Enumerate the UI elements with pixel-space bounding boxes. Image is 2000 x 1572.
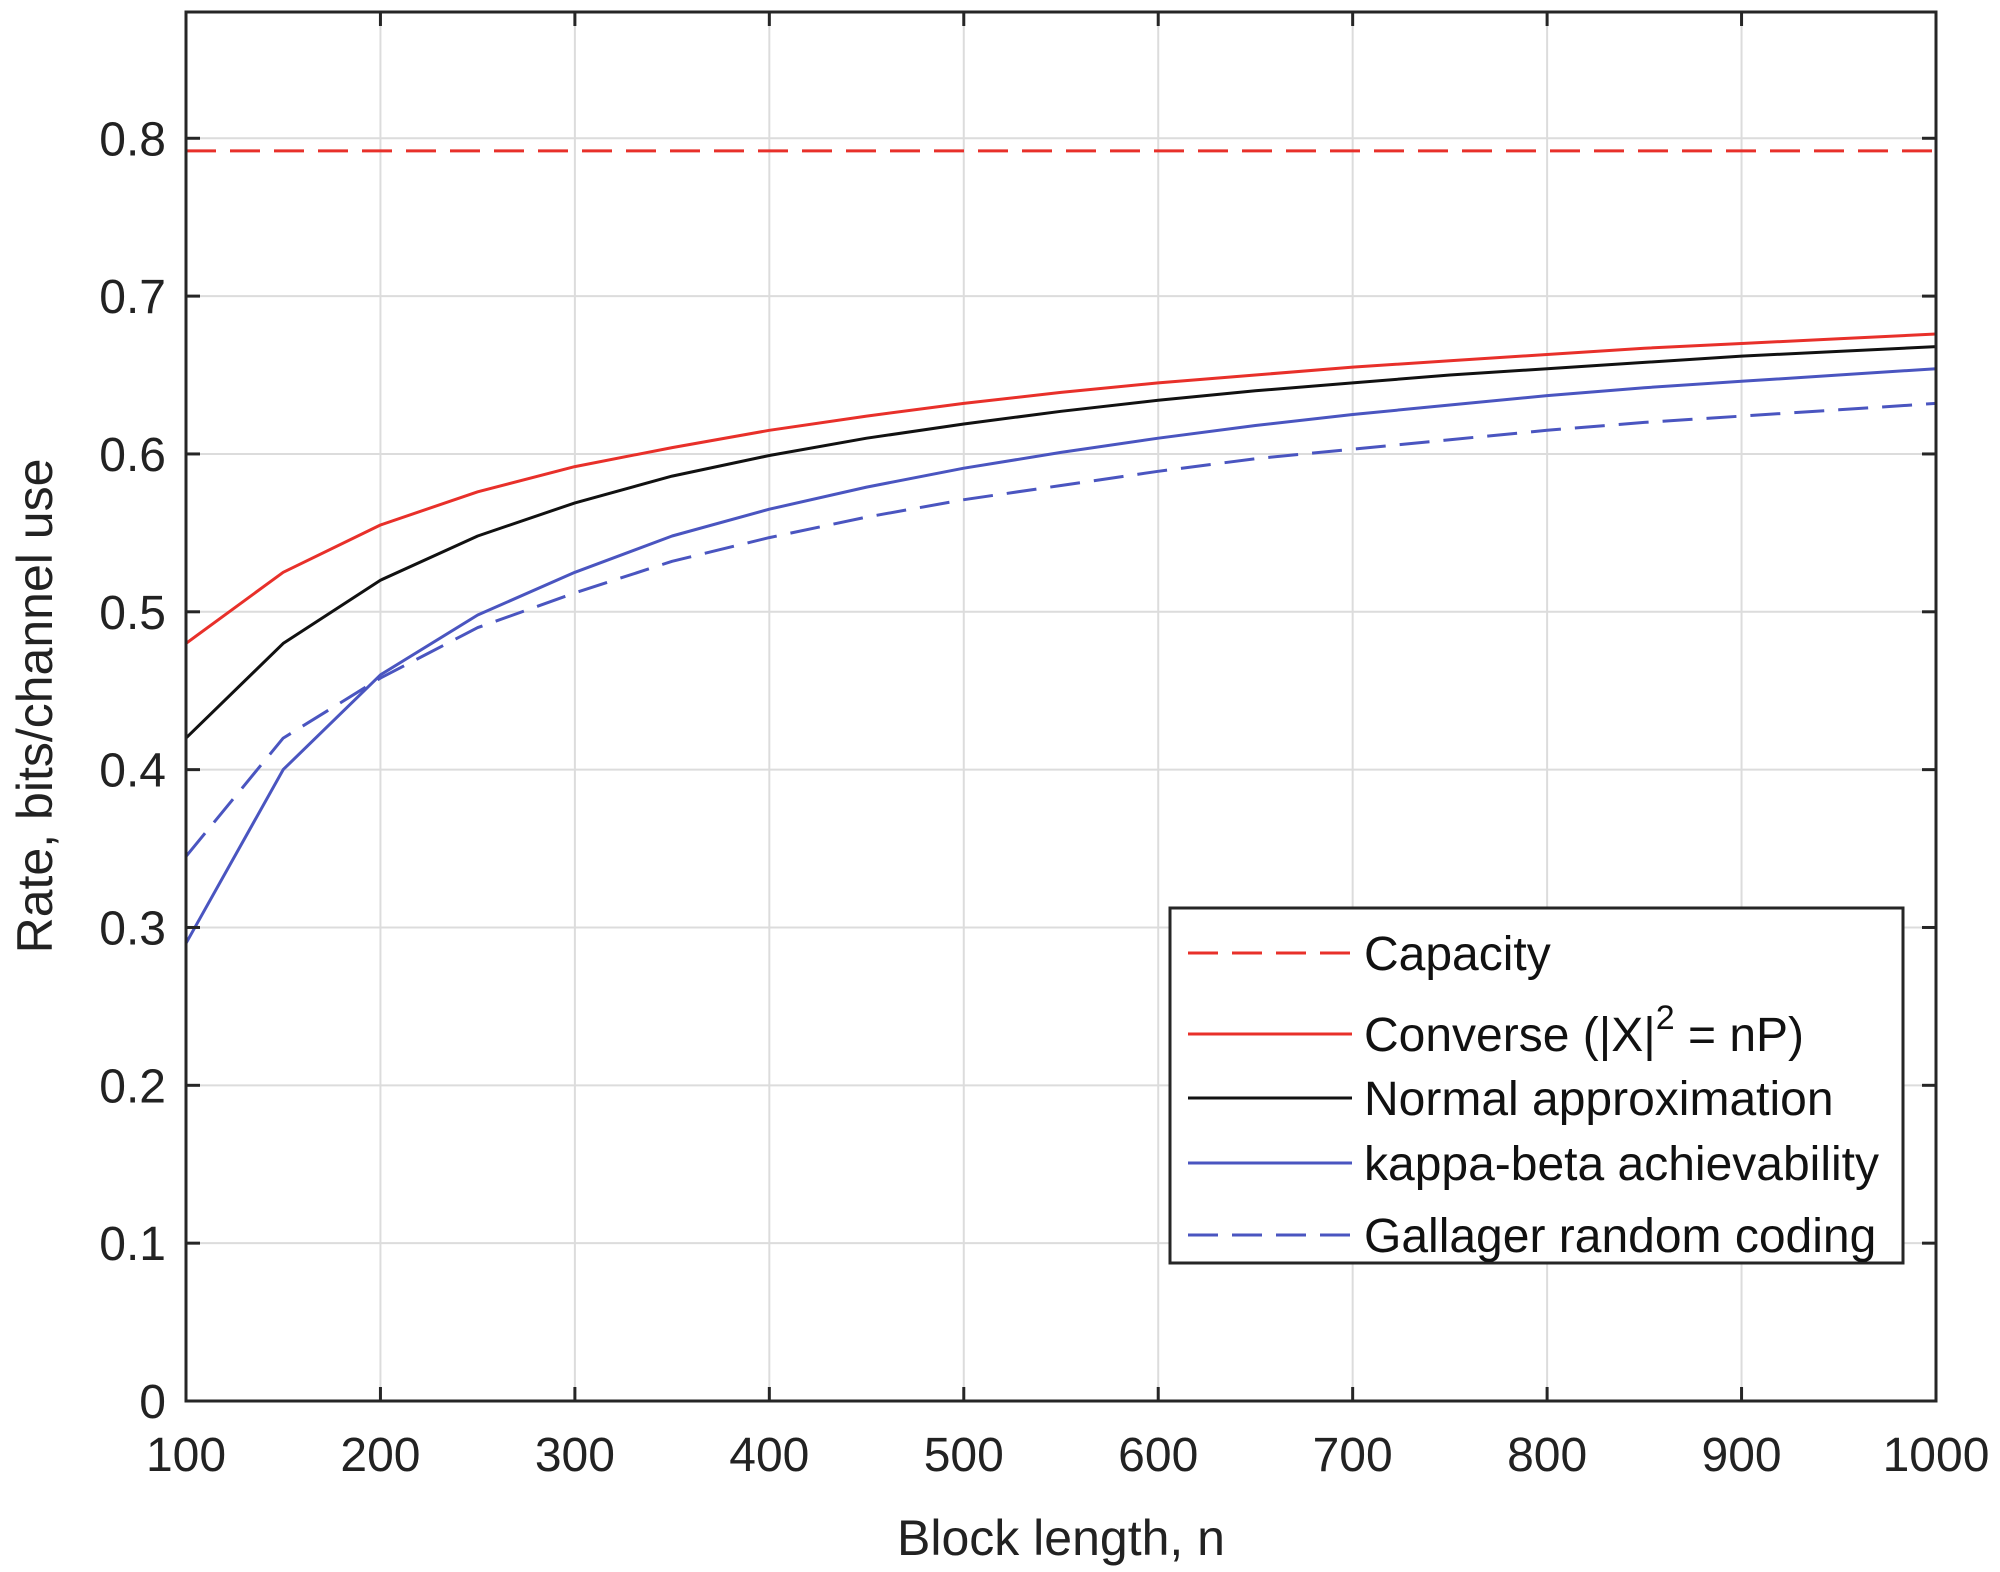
x-axis-label: Block length, n [897,1510,1225,1566]
x-tick-label: 900 [1702,1429,1782,1482]
series-line-1 [185,332,1937,645]
y-tick-label: 0.5 [99,587,166,640]
ticks [184,12,1938,1403]
legend-label-2: Normal approximation [1364,1073,1834,1126]
series-line-3 [184,367,1937,945]
x-tick-label: 1000 [1883,1429,1990,1482]
grid [186,12,1936,1401]
y-tick-label: 0 [139,1376,166,1429]
x-tick-label: 200 [340,1429,420,1482]
legend-box [1168,906,1905,1265]
legend: Capacity Converse (|X|2 = nP) Normal appro… [1168,906,1905,1265]
series-lines [184,149,1937,945]
y-tick-label: 0.6 [99,429,166,482]
x-tick-label: 100 [146,1429,226,1482]
x-tick-label: 700 [1313,1429,1393,1482]
legend-label-4: Gallager random coding [1364,1210,1876,1263]
legend-label-0: Capacity [1364,928,1551,981]
y-axis-label: Rate, bits/channel use [7,459,63,954]
legend-label-1: Converse (|X|2 = nP) [1364,999,1804,1062]
y-tick-label: 0.2 [99,1060,166,1113]
x-tick-label: 400 [729,1429,809,1482]
y-tick-label: 0.1 [99,1218,166,1271]
y-tick-label: 0.7 [99,271,166,324]
x-tick-label: 300 [535,1429,615,1482]
series-line-4 [184,401,1937,858]
y-tick-label: 0.4 [99,745,166,798]
series-line-2 [184,345,1937,740]
x-tick-label: 800 [1507,1429,1587,1482]
x-tick-label: 600 [1118,1429,1198,1482]
tick-labels: 100 200 300 400 500 600 700 800 900 1000 0 0.1 0.2 0.… [99,113,1989,1482]
y-tick-label: 0.8 [99,113,166,166]
y-tick-label: 0.3 [99,902,166,955]
axes-box [184,10,1938,1403]
legend-label-3: kappa-beta achievability [1364,1138,1879,1191]
x-tick-label: 500 [924,1429,1004,1482]
